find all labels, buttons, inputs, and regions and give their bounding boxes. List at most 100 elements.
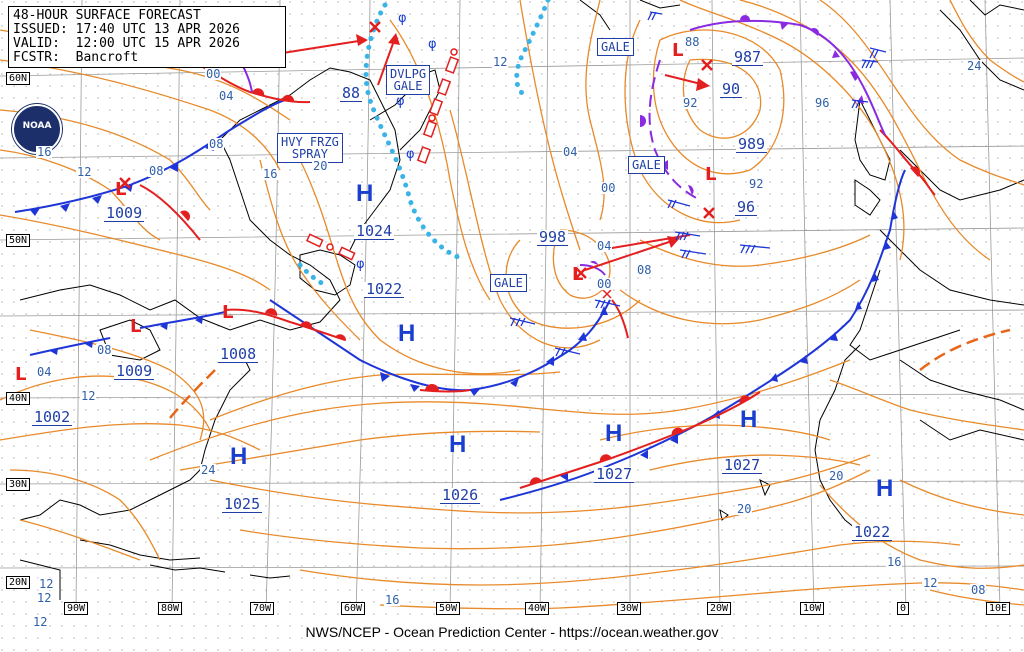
pressure-1026: 1026 — [440, 486, 481, 504]
isobar-label: 08 — [148, 164, 165, 178]
isobar-label: 96 — [814, 96, 831, 110]
pressure-1025: 1025 — [222, 495, 263, 513]
lat-label-60n: 60N — [6, 72, 31, 85]
high-center-bermuda: H — [230, 443, 248, 470]
svg-text:L: L — [130, 316, 141, 337]
isobar-label: 08 — [636, 263, 653, 277]
pressure-90: 90 — [720, 80, 743, 98]
warning-line: GALE — [393, 79, 423, 93]
isobar-label: 92 — [682, 96, 699, 110]
warm-fronts — [139, 59, 936, 489]
high-center-central: H — [449, 431, 467, 458]
isobar-label: 12 — [492, 55, 509, 69]
isobar-label: 08 — [970, 583, 987, 597]
isobar-label: 04 — [218, 89, 235, 103]
issued-time: ISSUED: 17:40 UTC 13 APR 2026 — [13, 22, 240, 37]
freezing-spray-symbols: φ φ φ φ φ — [356, 11, 437, 272]
svg-text:L: L — [222, 302, 233, 323]
pressure-1027-east: 1027 — [722, 456, 763, 474]
lat-label-50n: 50N — [6, 234, 31, 247]
warning-line: GALE — [601, 40, 630, 54]
isobar-label: 16 — [262, 167, 279, 181]
isobar-label: 12 — [922, 576, 939, 590]
isobar-label: 08 — [96, 343, 113, 357]
isobar-label: 20 — [736, 502, 753, 516]
isobar-label: 12 — [32, 615, 49, 629]
valid-time: VALID: 12:00 UTC 15 APR 2026 — [13, 36, 240, 51]
pressure-1024: 1024 — [354, 222, 395, 240]
isobar-label: 12 — [80, 389, 97, 403]
lon-label-80w: 80W — [158, 602, 183, 615]
ice-edge — [297, 0, 551, 288]
lat-label-30n: 30N — [6, 478, 31, 491]
lon-label-70w: 70W — [250, 602, 275, 615]
isobar-label: 20 — [828, 469, 845, 483]
high-center-azores-west: H — [605, 420, 623, 447]
pressure-1022-east: 1022 — [852, 523, 893, 541]
warning-line: SPRAY — [291, 147, 328, 161]
isobar-label: 12 — [38, 577, 55, 591]
footer-credit: NWS/NCEP - Ocean Prediction Center - htt… — [0, 624, 1024, 640]
warning-line: DVLPG — [390, 67, 427, 81]
lat-label-20n: 20N — [6, 576, 31, 589]
lon-label-60w: 60W — [341, 602, 366, 615]
isobars — [0, 0, 1024, 610]
isobar-label: 00 — [205, 67, 222, 81]
coastlines — [19, 0, 1024, 600]
wind-barbs — [509, 11, 887, 357]
isobar-label: 20 — [312, 159, 329, 173]
lon-label-40w: 40W — [525, 602, 550, 615]
isobar-label: 08 — [208, 137, 225, 151]
lon-label-0: 0 — [897, 602, 910, 615]
storm-tracks — [269, 33, 710, 271]
warning-developing-gale: DVLPG GALE — [386, 65, 431, 95]
high-center-labrador: H — [356, 180, 374, 207]
lon-label-20w: 20W — [707, 602, 732, 615]
lon-label-30w: 30W — [617, 602, 642, 615]
noaa-logo-text: NOAA — [22, 121, 52, 131]
lon-label-50w: 50W — [436, 602, 461, 615]
pressure-989: 989 — [736, 135, 768, 153]
isobar-label: 12 — [36, 591, 53, 605]
warning-line: GALE — [494, 276, 523, 290]
pressure-88: 88 — [340, 84, 363, 102]
isobar-label: 00 — [596, 277, 613, 291]
high-center-newfoundland: H — [398, 320, 416, 347]
warning-gale-center: GALE — [628, 156, 665, 174]
low-centers — [119, 21, 715, 299]
troughs — [169, 328, 1011, 419]
pressure-987: 987 — [732, 48, 764, 66]
svg-text:φ: φ — [428, 37, 437, 52]
pressure-1002: 1002 — [32, 408, 73, 426]
warning-line: GALE — [632, 158, 661, 172]
lon-label-90w: 90W — [64, 602, 89, 615]
svg-text:L: L — [572, 264, 583, 285]
isobar-label: 16 — [886, 555, 903, 569]
isobar-label: 04 — [36, 365, 53, 379]
pressure-1009-west: 1009 — [104, 204, 145, 222]
pressure-1009-lakes: 1009 — [114, 362, 155, 380]
isobar-label: 04 — [596, 239, 613, 253]
pressure-96: 96 — [735, 198, 758, 216]
lon-label-10w: 10W — [800, 602, 825, 615]
pressure-998: 998 — [537, 228, 569, 246]
svg-text:L: L — [115, 179, 126, 200]
pressure-1008: 1008 — [218, 345, 259, 363]
svg-text:φ: φ — [356, 257, 365, 272]
forecaster: FCSTR: Bancroft — [13, 50, 139, 65]
forecast-title: 48-HOUR SURFACE FORECAST — [13, 8, 201, 23]
isobar-label: 16 — [36, 145, 53, 159]
lon-label-10e: 10E — [986, 602, 1011, 615]
forecast-info-box: 48-HOUR SURFACE FORECAST ISSUED: 17:40 U… — [8, 6, 286, 68]
isobar-label: 24 — [966, 59, 983, 73]
isobar-label: 16 — [384, 593, 401, 607]
footer-text: NWS/NCEP - Ocean Prediction Center - htt… — [303, 624, 721, 640]
isobar-label: 04 — [562, 145, 579, 159]
isobar-label: 92 — [748, 177, 765, 191]
isobar-label: 00 — [600, 181, 617, 195]
high-center-africa: H — [876, 475, 894, 502]
warning-gale-south: GALE — [490, 274, 527, 292]
isobar-label: 24 — [200, 463, 217, 477]
warning-line: HVY FRZG — [281, 135, 339, 149]
